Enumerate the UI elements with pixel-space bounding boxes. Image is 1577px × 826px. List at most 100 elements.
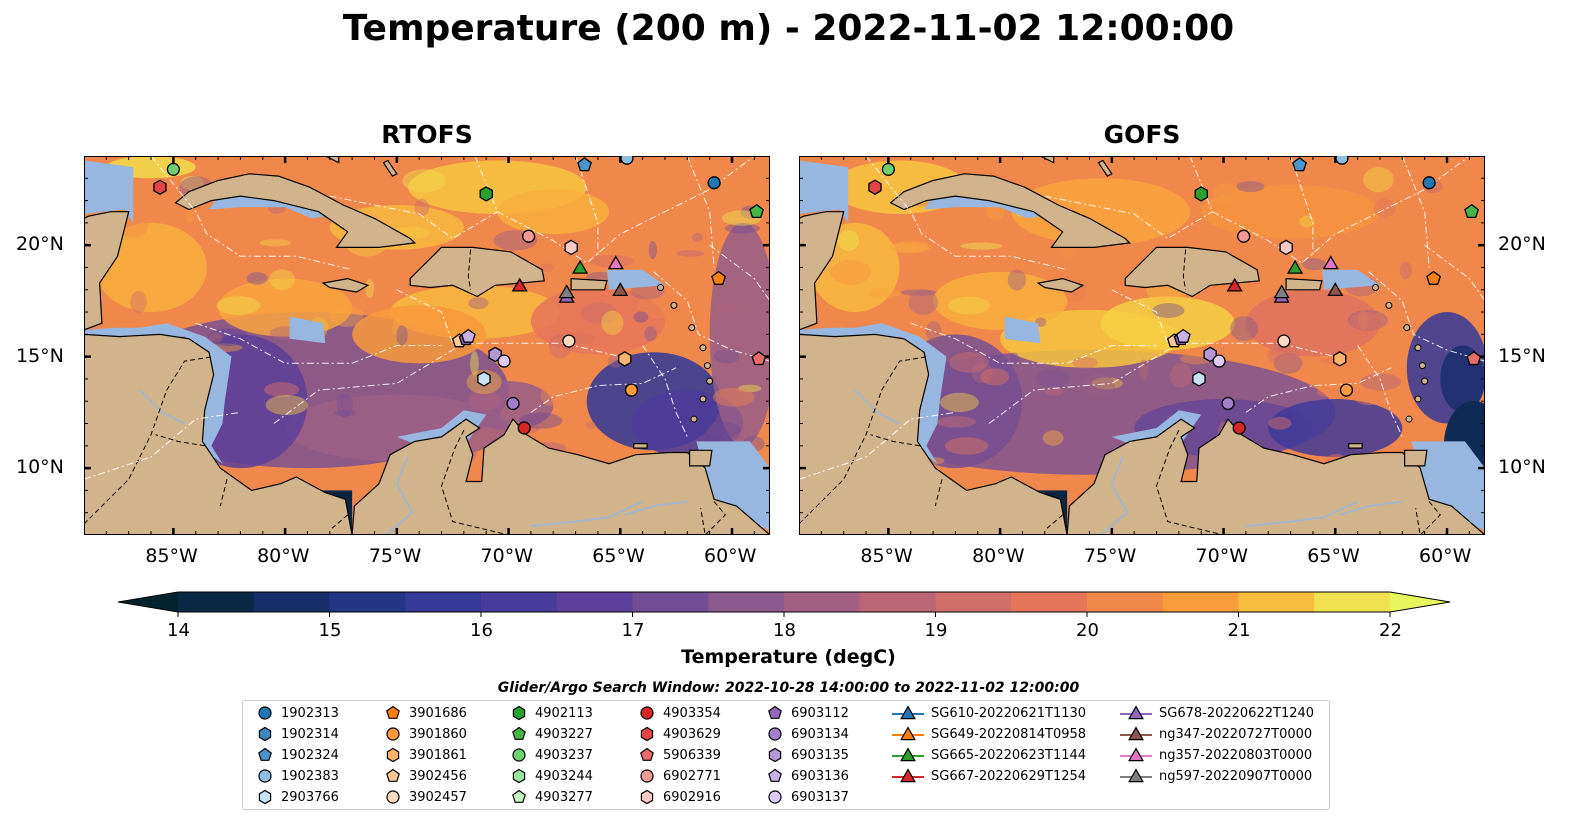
circle-marker-icon xyxy=(640,769,654,783)
legend-entry: ng357-20220803T0000 xyxy=(1119,745,1312,765)
colorbar-tick-label: 17 xyxy=(621,620,645,641)
obs-marker-6902771 xyxy=(1237,229,1251,243)
legend-entry-label: 5906339 xyxy=(663,747,721,763)
obs-marker-6903134 xyxy=(1221,396,1235,411)
obs-marker-6903134 xyxy=(506,396,520,411)
obs-marker-4903237 xyxy=(166,162,180,176)
colorbar-label: Temperature (degC) xyxy=(681,646,896,668)
lon-tick-label: 80°W xyxy=(257,545,310,567)
obs-marker-4902113 xyxy=(479,186,493,202)
pentagon-marker-icon xyxy=(512,726,526,740)
legend-entry: 6903135 xyxy=(765,745,849,765)
legend-entry-label: SG667-20220629T1254 xyxy=(931,768,1087,784)
obs-marker-6902916 xyxy=(1279,239,1293,256)
colorbar-tick-label: 15 xyxy=(318,620,342,641)
legend-entry: SG649-20220814T0958 xyxy=(891,724,1086,744)
lon-tick-label: 85°W xyxy=(145,545,198,567)
obs-marker-6903136 xyxy=(1175,328,1191,343)
legend-entry: 6903136 xyxy=(765,766,849,786)
legend-entry-label: 3902456 xyxy=(409,768,467,784)
lat-tick-label: 10°N xyxy=(1498,456,1546,479)
lat-tick-label: 20°N xyxy=(16,233,64,256)
glider-marker-ng597-20220907T0000 xyxy=(558,284,575,299)
lon-tick-label: 65°W xyxy=(592,545,645,567)
obs-marker-4903354 xyxy=(517,421,531,435)
glider-marker-SG667-20220629T1254 xyxy=(1226,277,1243,292)
colorbar xyxy=(117,591,1451,617)
pentagon-marker-icon xyxy=(640,747,654,761)
obs-marker-6903137 xyxy=(497,354,511,368)
obs-marker-1902324 xyxy=(577,157,592,172)
legend-entry: 3902457 xyxy=(383,787,467,807)
lon-tick-label: 85°W xyxy=(860,545,913,567)
legend-entry: 1902313 xyxy=(255,703,339,723)
legend-entry: ng597-20220907T0000 xyxy=(1119,766,1312,786)
legend-entry-label: 2903766 xyxy=(281,789,339,805)
circle-marker-icon xyxy=(386,727,400,741)
glider-marker-ng347-20220727T0000 xyxy=(1327,282,1344,297)
obs-marker-3901686 xyxy=(711,270,727,285)
lat-tick-label: 10°N xyxy=(16,456,64,479)
legend-entry: SG667-20220629T1254 xyxy=(891,766,1086,786)
glider-marker-SG665-20220623T1144 xyxy=(571,259,589,274)
lon-tick-label: 60°W xyxy=(704,545,757,567)
colorbar-tick-label: 22 xyxy=(1379,620,1402,641)
lon-tick-label: 75°W xyxy=(368,545,422,567)
circle-marker-icon xyxy=(258,706,272,720)
legend-entry: 3901686 xyxy=(383,703,467,723)
colorbar-tick-label: 19 xyxy=(924,620,948,641)
legend-entry-label: SG649-20220814T0958 xyxy=(931,726,1087,742)
colorbar-tick-label: 16 xyxy=(470,620,493,641)
triangle-marker-icon xyxy=(1120,726,1152,741)
legend-entry-label: 1902383 xyxy=(281,768,339,784)
figure-title: Temperature (200 m) - 2022-11-02 12:00:0… xyxy=(342,8,1235,49)
legend-entry-label: 6903112 xyxy=(791,705,849,721)
obs-marker-6903135 xyxy=(1203,346,1217,363)
obs-marker-6903137 xyxy=(1212,354,1226,368)
obs-marker-4903227 xyxy=(749,203,765,219)
glider-marker-ng597-20220907T0000 xyxy=(1273,284,1290,299)
pentagon-marker-icon xyxy=(258,747,272,761)
legend-entry-label: 1902314 xyxy=(281,726,339,742)
hexagon-marker-icon xyxy=(640,726,654,742)
legend-entry: 5906339 xyxy=(637,745,721,765)
legend-entry-label: ng357-20220803T0000 xyxy=(1159,747,1313,763)
obs-marker-3901860 xyxy=(624,383,639,397)
legend-entry-label: 6902916 xyxy=(663,789,721,805)
obs-marker-6902771 xyxy=(522,229,536,243)
colorbar-tick-label: 21 xyxy=(1227,620,1251,641)
obs-marker-4903629 xyxy=(153,179,167,195)
legend-entry: SG665-20220623T1144 xyxy=(891,745,1086,765)
legend-entry-label: 1902324 xyxy=(281,747,339,763)
lon-tick-label: 60°W xyxy=(1419,545,1472,567)
colorbar-tick-label: 14 xyxy=(167,620,190,641)
legend-entry: 2903766 xyxy=(255,787,339,807)
map-panel-rtofs xyxy=(84,156,770,535)
lon-tick-label: 80°W xyxy=(972,545,1025,567)
hexagon-marker-icon xyxy=(258,789,272,805)
legend-entry-label: ng347-20220727T0000 xyxy=(1159,726,1313,742)
obs-marker-6903136 xyxy=(460,328,476,343)
legend-entry: ng347-20220727T0000 xyxy=(1119,724,1312,744)
glider-marker-ng347-20220727T0000 xyxy=(612,282,629,297)
circle-marker-icon xyxy=(386,790,400,804)
hexagon-marker-icon xyxy=(768,747,782,763)
legend-entry: 1902383 xyxy=(255,766,339,786)
lon-tick-label: 70°W xyxy=(1195,545,1249,567)
hexagon-marker-icon xyxy=(386,747,400,763)
legend-entry-label: 6903134 xyxy=(791,726,849,742)
circle-marker-icon xyxy=(258,769,272,783)
legend-entry-label: 6903136 xyxy=(791,768,849,784)
obs-marker-1902383 xyxy=(620,156,634,165)
map-panel-gofs xyxy=(799,156,1485,535)
legend-entry-label: 3901686 xyxy=(409,705,467,721)
hexagon-marker-icon xyxy=(512,768,526,784)
glider-marker-ng357-20220803T0000 xyxy=(1322,255,1339,270)
colorbar-tick-label: 18 xyxy=(773,620,796,641)
triangle-marker-icon xyxy=(892,726,924,741)
legend-title: Glider/Argo Search Window: 2022-10-28 14… xyxy=(497,680,1080,696)
lat-tick-label: 15°N xyxy=(1498,344,1546,367)
legend-entry-label: SG678-20220622T1240 xyxy=(1159,705,1315,721)
obs-marker-2903766 xyxy=(477,371,491,387)
legend-entry: 4903277 xyxy=(509,787,593,807)
